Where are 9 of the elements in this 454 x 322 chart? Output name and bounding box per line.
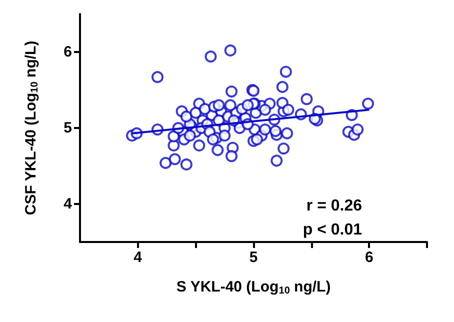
y-tick-label: 6	[64, 44, 72, 60]
x-tick-label: 5	[249, 249, 258, 266]
y-tick-label: 5	[64, 120, 72, 136]
annotation: r = 0.26	[306, 198, 362, 214]
y-tick-label: 4	[64, 196, 73, 212]
y-axis-title: CSF YKL-40 (Log10 ng/L)	[22, 40, 40, 216]
annotation: p < 0.01	[302, 222, 362, 238]
x-tick-label: 4	[134, 249, 143, 266]
x-tick-label: 6	[364, 249, 374, 266]
